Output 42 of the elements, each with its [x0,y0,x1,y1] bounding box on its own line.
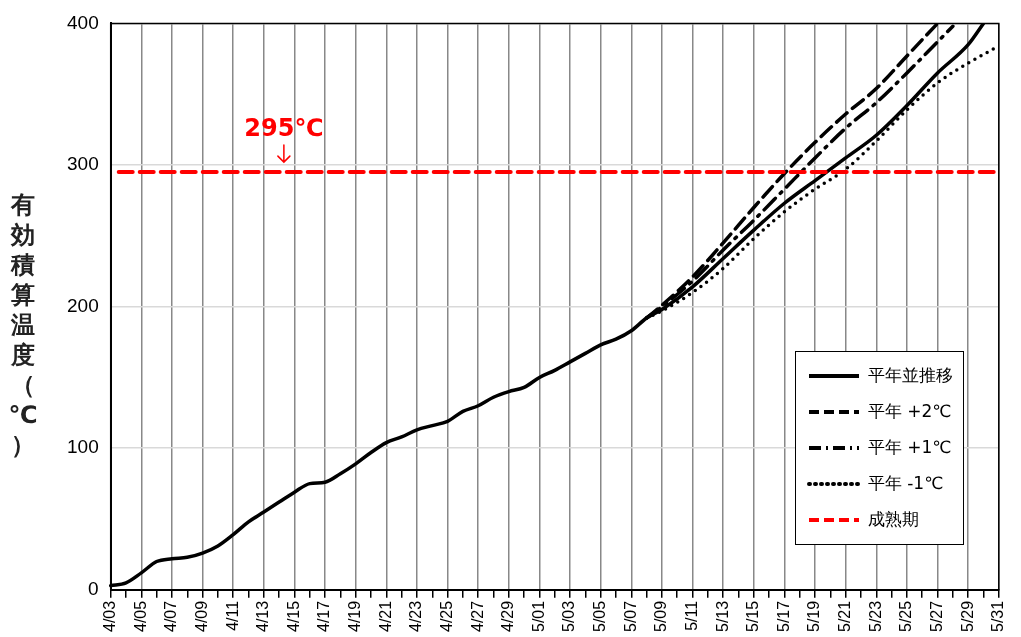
y-tick-label: 0 [88,578,99,600]
y-tick-label: 200 [67,294,99,316]
legend-label: 平年並推移 [867,364,953,388]
x-tick-label: 4/29 [499,600,517,632]
x-tick-label: 5/11 [682,600,700,631]
x-tick-label: 5/17 [774,600,792,632]
x-tick-label: 5/01 [529,600,547,632]
x-tick-label: 4/07 [162,600,180,632]
x-tick-label: 4/15 [284,600,302,632]
y-tick-label: 400 [67,11,99,33]
text: 有効積算温度（℃） [8,191,38,459]
x-tick-label: 5/07 [621,600,639,632]
x-tick-label: 5/15 [744,600,762,632]
legend-label: 平年 -1℃ [867,472,944,496]
x-tick-label: 5/25 [897,600,915,632]
x-tick-label: 4/09 [192,600,210,632]
x-tick-label: 4/11 [223,600,241,631]
x-tick-label: 4/21 [376,600,394,632]
x-tick-label: 5/23 [866,600,884,632]
legend-label: 成熟期 [867,508,919,532]
x-tick-label: 4/05 [131,600,149,632]
x-tick-label: 5/21 [836,600,854,632]
y-tick-label: 100 [67,436,99,458]
x-tick-label: 4/23 [407,600,425,632]
y-tick-label: 300 [67,153,99,175]
x-tick-label: 5/27 [927,600,945,632]
x-tick-label: 5/05 [591,600,609,632]
x-tick-label: 5/29 [958,600,976,632]
x-tick-label: 5/03 [560,600,578,632]
x-tick-label: 4/17 [315,600,333,632]
x-tick-label: 4/25 [437,600,455,632]
x-tick-label: 5/13 [713,600,731,632]
x-tick-label: 4/19 [346,600,364,632]
x-tick-label: 4/03 [101,600,119,632]
x-tick-label: 5/09 [652,600,670,632]
x-tick-label: 5/19 [805,600,823,632]
legend-label: 平年 +2℃ [867,400,952,424]
annotation: 295℃ [244,114,324,143]
x-tick-label: 4/27 [468,600,486,632]
x-tick-label: 4/13 [254,600,272,632]
legend-label: 平年 +1℃ [867,436,952,460]
x-tick-label: 5/31 [989,600,1007,632]
